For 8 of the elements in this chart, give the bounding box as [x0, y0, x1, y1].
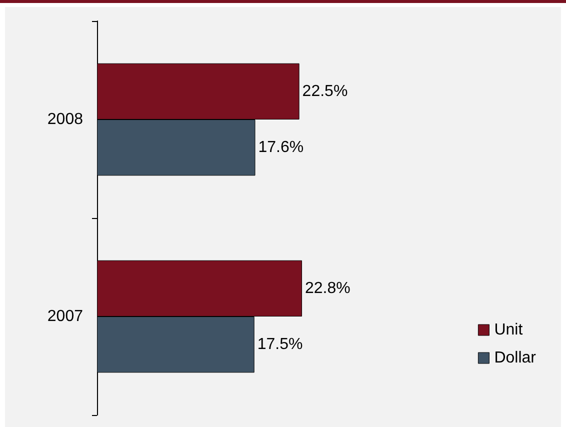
y-tick-label: 2008 — [47, 111, 84, 128]
data-label: 22.8% — [305, 280, 350, 297]
legend-label: Unit — [494, 322, 524, 338]
data-label: 22.5% — [302, 82, 348, 100]
data-label: 17.5% — [257, 336, 303, 354]
legend-label: Dollar — [494, 350, 537, 366]
data-label: 17.6% — [258, 139, 304, 156]
y-tick-label: 2007 — [47, 308, 84, 325]
